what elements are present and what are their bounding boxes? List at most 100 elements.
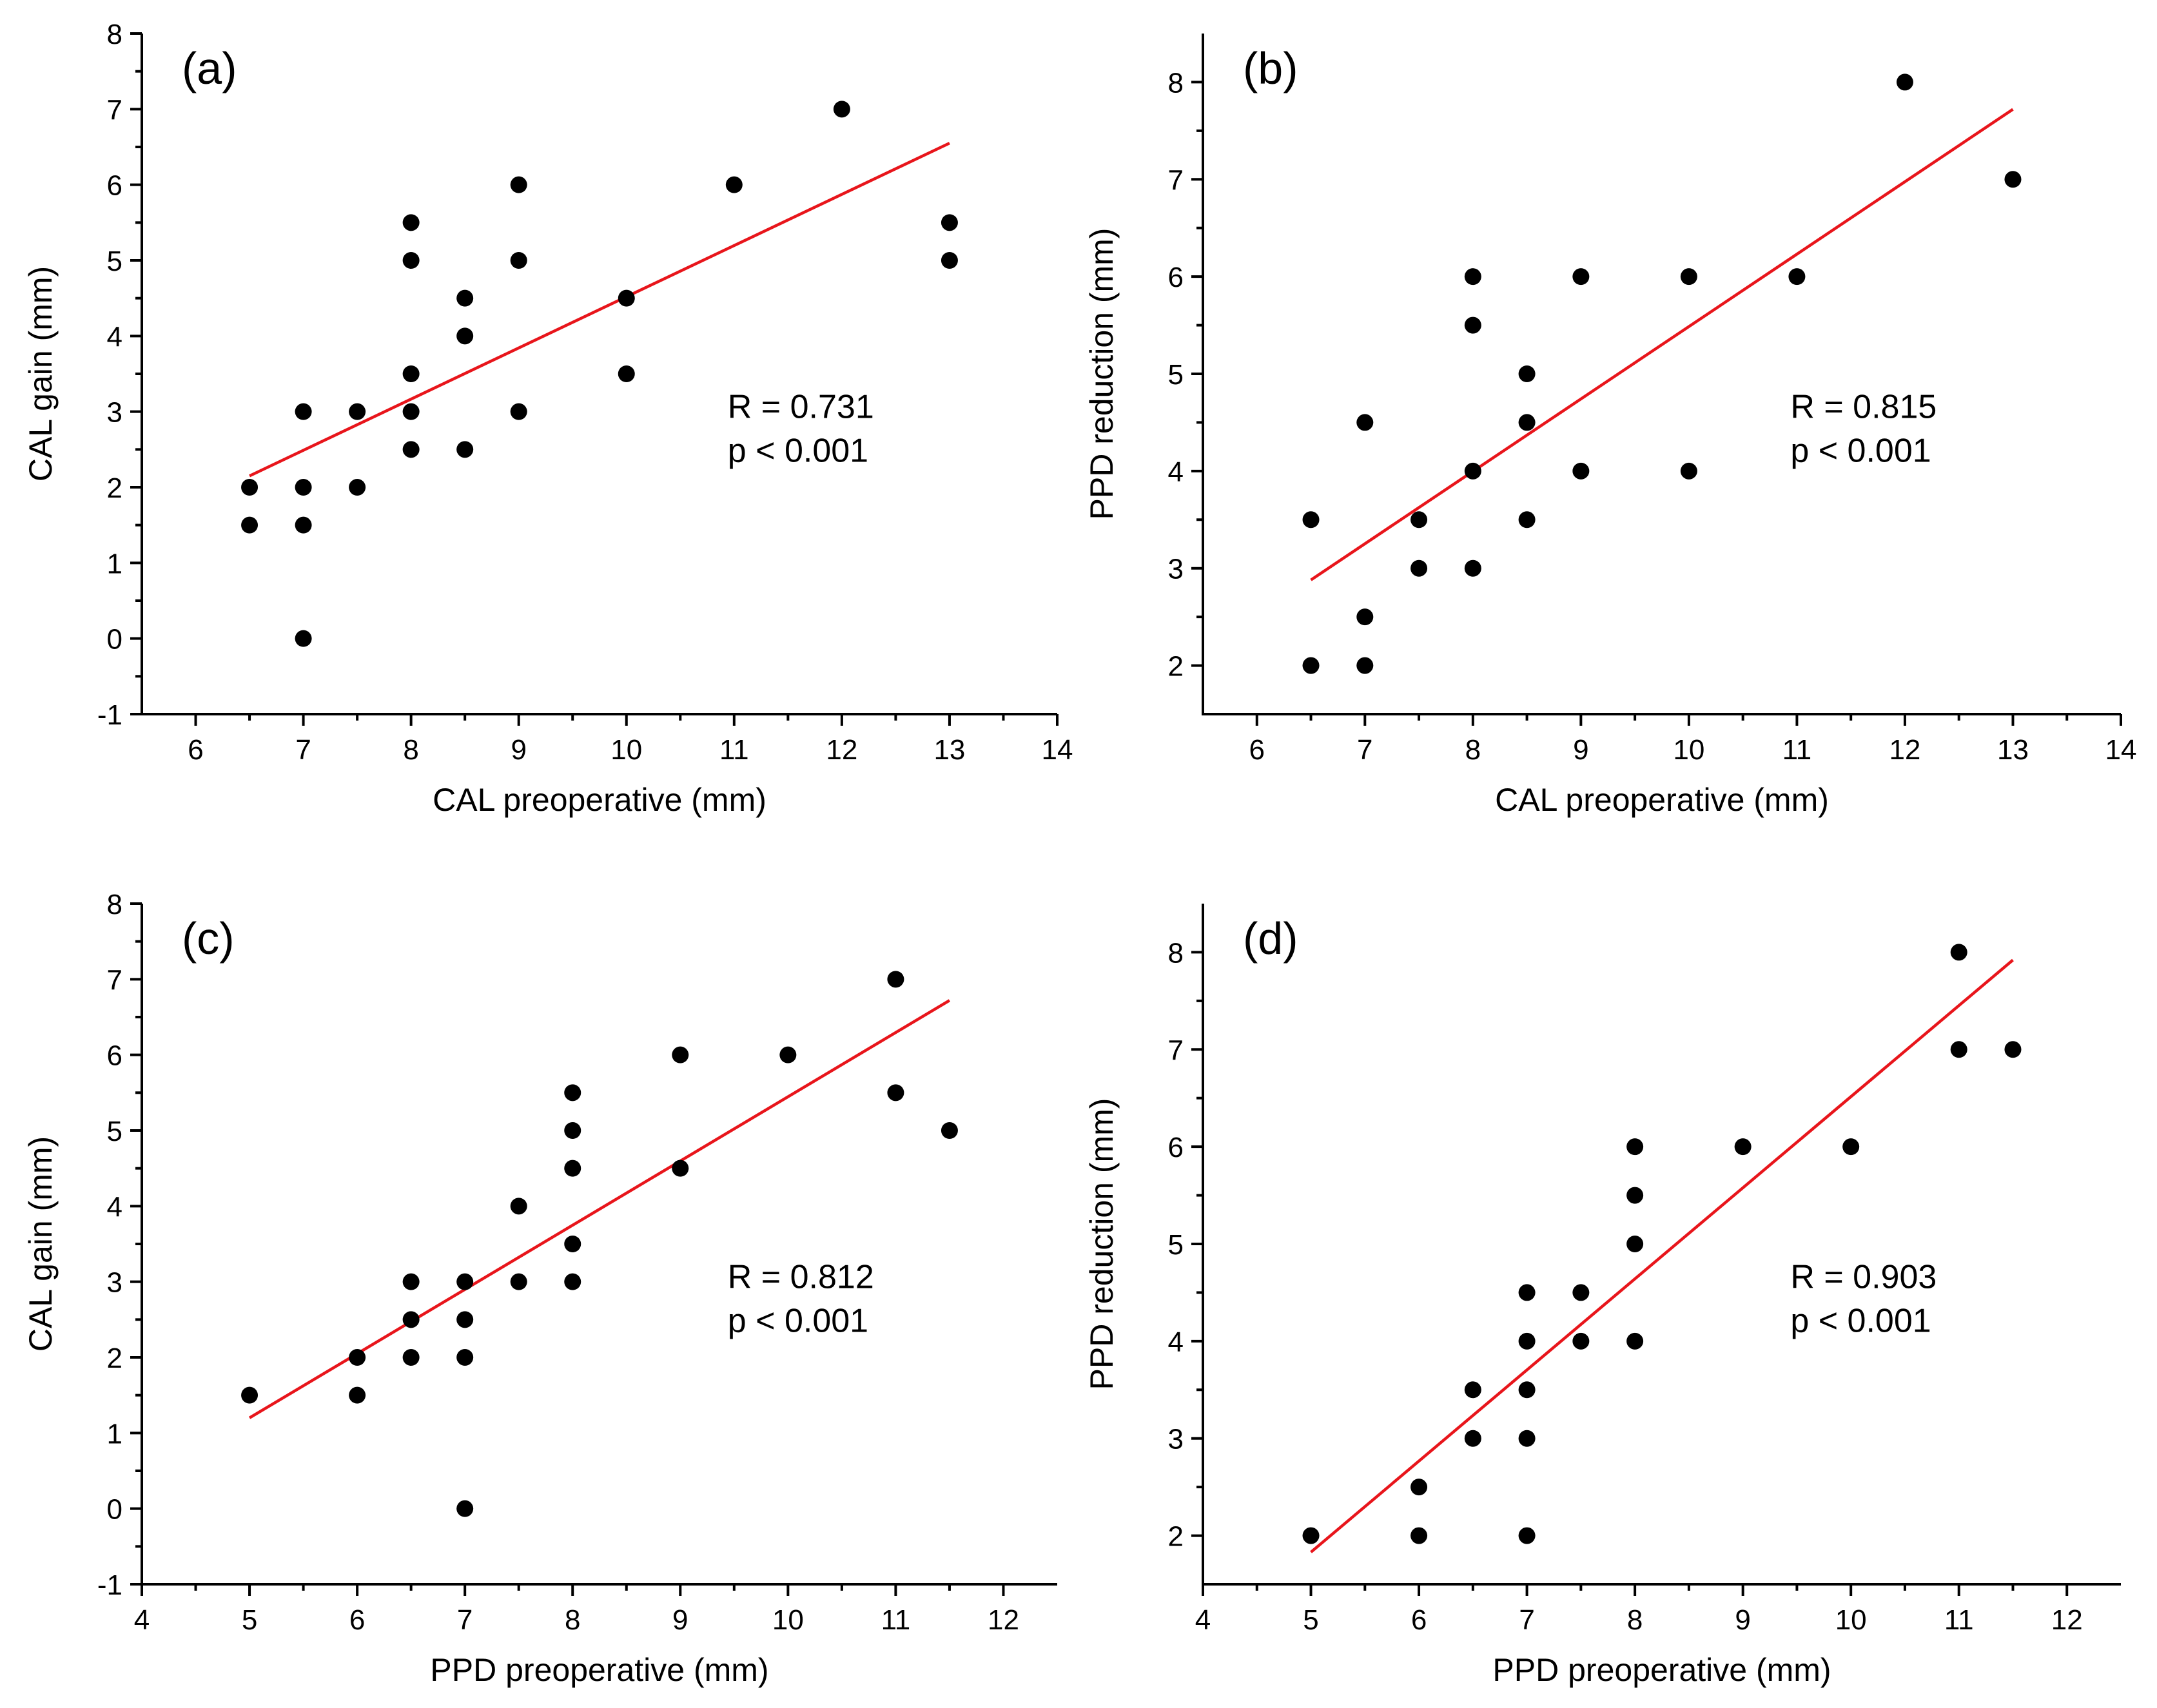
data-point-c xyxy=(564,1122,581,1139)
y-tick-label-a: 6 xyxy=(107,170,122,202)
regression-line-d xyxy=(1310,958,2014,1553)
x-tick-label-c: 6 xyxy=(349,1604,365,1636)
data-point-b xyxy=(1896,73,1913,91)
data-point-b xyxy=(2004,171,2022,188)
data-point-b xyxy=(1518,365,1536,382)
p-value-a: p < 0.001 xyxy=(728,432,868,470)
x-tick-label-d: 7 xyxy=(1519,1604,1534,1636)
y-tick-label-c: 4 xyxy=(107,1191,122,1223)
y-tick-label-c: 5 xyxy=(107,1116,122,1147)
data-point-c xyxy=(510,1273,527,1290)
data-point-c xyxy=(887,1084,904,1101)
x-tick-label-d: 4 xyxy=(1195,1604,1211,1636)
data-point-c xyxy=(456,1349,474,1366)
x-tick-label-b: 7 xyxy=(1357,734,1372,766)
data-point-d xyxy=(1842,1138,1860,1156)
data-point-d xyxy=(1518,1332,1536,1350)
correlation-r-b: R = 0.815 xyxy=(1790,389,1937,426)
data-point-c xyxy=(564,1084,581,1101)
data-point-b xyxy=(1302,657,1320,674)
data-point-a xyxy=(510,176,527,193)
y-tick-label-c: 2 xyxy=(107,1343,122,1374)
data-point-b xyxy=(1572,462,1590,480)
data-point-b xyxy=(1356,414,1374,431)
x-tick-label-c: 11 xyxy=(881,1604,911,1636)
y-tick-label-c: -1 xyxy=(97,1569,122,1601)
x-tick-label-c: 7 xyxy=(457,1604,473,1636)
data-point-a xyxy=(241,479,259,496)
data-point-c xyxy=(672,1046,689,1063)
x-tick-label-d: 6 xyxy=(1411,1604,1427,1636)
data-point-a xyxy=(510,403,527,420)
y-tick-label-d: 2 xyxy=(1168,1521,1184,1553)
data-point-a xyxy=(456,327,474,345)
x-tick-label-b: 14 xyxy=(2105,734,2137,766)
data-point-a xyxy=(510,252,527,269)
data-point-a xyxy=(241,516,259,534)
data-point-d xyxy=(1626,1138,1644,1156)
x-tick-label-b: 8 xyxy=(1465,734,1481,766)
panel-label-d: (d) xyxy=(1243,913,1298,964)
x-tick-label-b: 11 xyxy=(1782,734,1812,766)
data-point-c xyxy=(779,1046,797,1063)
data-point-a xyxy=(618,365,635,382)
y-tick-label-b: 7 xyxy=(1168,164,1184,196)
data-point-a xyxy=(456,441,474,458)
y-tick-label-a: -1 xyxy=(97,699,122,731)
y-axis-title-b: PPD reduction (mm) xyxy=(1084,228,1120,520)
data-point-b xyxy=(1518,414,1536,431)
x-tick-label-d: 5 xyxy=(1303,1604,1318,1636)
y-tick-label-c: 0 xyxy=(107,1494,122,1526)
data-point-d xyxy=(1464,1381,1481,1399)
data-point-a xyxy=(295,516,312,534)
data-point-c xyxy=(402,1311,420,1328)
data-point-d xyxy=(1518,1381,1536,1399)
data-point-c xyxy=(456,1500,474,1517)
data-point-a xyxy=(402,365,420,382)
x-tick-label-c: 5 xyxy=(242,1604,257,1636)
data-point-d xyxy=(1626,1332,1644,1350)
data-point-d xyxy=(1302,1527,1320,1544)
x-tick-label-a: 8 xyxy=(403,734,418,766)
data-point-c xyxy=(672,1160,689,1177)
x-axis-title-a: CAL preoperative (mm) xyxy=(433,782,766,818)
data-point-d xyxy=(2004,1041,2022,1058)
y-tick-label-a: 5 xyxy=(107,246,122,277)
data-point-a xyxy=(456,289,474,307)
data-point-d xyxy=(1734,1138,1752,1156)
data-point-d xyxy=(1410,1527,1428,1544)
data-point-c xyxy=(564,1236,581,1252)
y-tick-label-c: 8 xyxy=(107,889,122,920)
data-point-d xyxy=(1626,1236,1644,1252)
regression-line-c xyxy=(248,999,951,1419)
y-axis-title-d: PPD reduction (mm) xyxy=(1084,1098,1120,1390)
correlation-r-c: R = 0.812 xyxy=(728,1259,874,1296)
data-point-b xyxy=(1518,511,1536,529)
data-point-b xyxy=(1464,559,1481,577)
data-point-c xyxy=(510,1198,527,1215)
y-axis-title-c: CAL gain (mm) xyxy=(23,1136,59,1352)
y-axis-title-a: CAL gain (mm) xyxy=(23,266,59,481)
data-point-a xyxy=(349,479,366,496)
x-tick-label-d: 11 xyxy=(1944,1604,1974,1636)
x-tick-label-c: 4 xyxy=(134,1604,150,1636)
data-point-d xyxy=(1518,1430,1536,1447)
regression-line-b xyxy=(1310,108,2014,581)
data-point-c xyxy=(456,1273,474,1290)
data-point-d xyxy=(1410,1479,1428,1496)
data-point-c xyxy=(349,1349,366,1366)
data-point-a xyxy=(725,176,743,193)
x-tick-label-b: 6 xyxy=(1249,734,1265,766)
x-axis-title-b: CAL preoperative (mm) xyxy=(1495,782,1829,818)
x-tick-label-b: 10 xyxy=(1673,734,1704,766)
data-point-b xyxy=(1464,316,1481,334)
x-tick-label-b: 9 xyxy=(1573,734,1588,766)
data-point-c xyxy=(349,1386,366,1404)
panel-label-a: (a) xyxy=(182,43,237,93)
data-point-d xyxy=(1464,1430,1481,1447)
data-point-a xyxy=(402,214,420,231)
data-point-b xyxy=(1464,268,1481,286)
data-point-b xyxy=(1410,511,1428,529)
